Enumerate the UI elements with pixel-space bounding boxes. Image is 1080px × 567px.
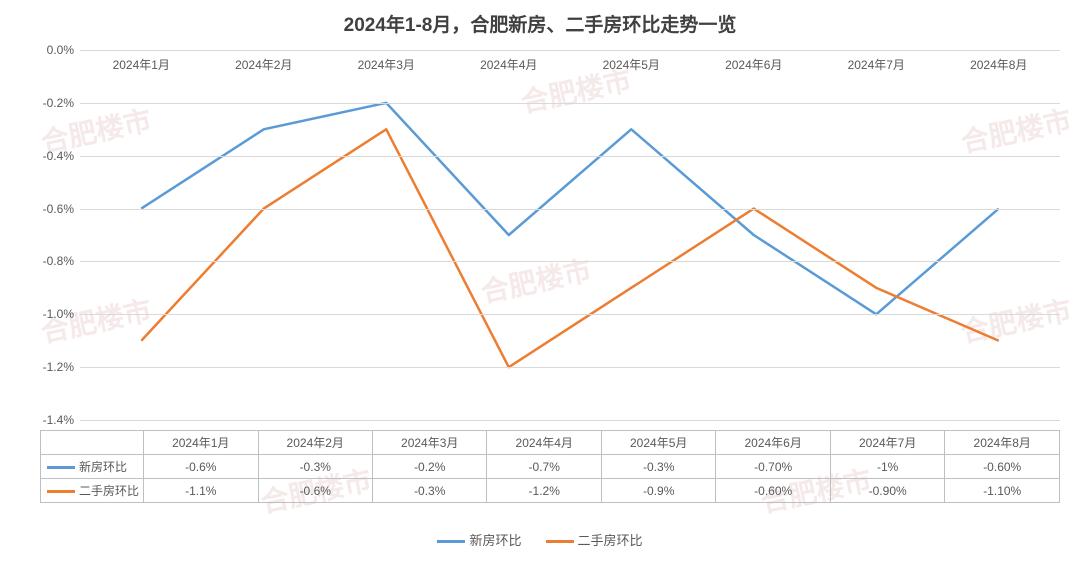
y-tick-label: -0.2% (43, 96, 80, 110)
gridline (80, 209, 1060, 210)
legend-label: 二手房环比 (578, 533, 643, 548)
x-tick-label: 2024年6月 (725, 56, 782, 73)
table-legend-cell: 二手房环比 (41, 479, 144, 503)
legend-item: 新房环比 (437, 530, 521, 549)
table-cell: -0.90% (830, 479, 944, 503)
table-header-cell: 2024年5月 (601, 431, 715, 455)
table-cell: -0.9% (601, 479, 715, 503)
plot-area: 0.0%-0.2%-0.4%-0.6%-0.8%-1.0%-1.2%-1.4%2… (80, 50, 1060, 420)
y-tick-label: -0.8% (43, 254, 80, 268)
table-header-cell: 2024年4月 (487, 431, 601, 455)
legend-swatch-icon (47, 490, 75, 493)
y-tick-label: -0.4% (43, 149, 80, 163)
table-cell: -1.10% (945, 479, 1060, 503)
gridline (80, 50, 1060, 51)
gridline (80, 261, 1060, 262)
legend-swatch-icon (437, 540, 465, 543)
table-header-cell: 2024年1月 (144, 431, 258, 455)
table-cell: -0.2% (372, 455, 486, 479)
series-name: 二手房环比 (79, 484, 139, 498)
table-cell: -1% (830, 455, 944, 479)
legend-swatch-icon (546, 540, 574, 543)
y-tick-label: -1.0% (43, 307, 80, 321)
chart-container: 合肥楼市 合肥楼市 合肥楼市 合肥楼市 合肥楼市 合肥楼市 合肥楼市 合肥楼市 … (0, 0, 1080, 567)
table-header-cell: 2024年7月 (830, 431, 944, 455)
table-header-cell: 2024年8月 (945, 431, 1060, 455)
gridline (80, 420, 1060, 421)
gridline (80, 314, 1060, 315)
table-legend-cell: 新房环比 (41, 455, 144, 479)
legend-label: 新房环比 (469, 533, 521, 548)
legend-swatch-icon (47, 466, 75, 469)
table-cell: -1.1% (144, 479, 258, 503)
table-cell: -0.60% (716, 479, 830, 503)
legend: 新房环比 二手房环比 (0, 530, 1080, 549)
y-tick-label: -1.2% (43, 360, 80, 374)
gridline (80, 367, 1060, 368)
legend-item: 二手房环比 (546, 530, 643, 549)
table-cell: -0.6% (144, 455, 258, 479)
x-tick-label: 2024年1月 (113, 56, 170, 73)
table-cell: -0.3% (601, 455, 715, 479)
data-table: 2024年1月2024年2月2024年3月2024年4月2024年5月2024年… (40, 430, 1060, 503)
table-cell: -1.2% (487, 479, 601, 503)
x-tick-label: 2024年3月 (358, 56, 415, 73)
table-header-cell: 2024年6月 (716, 431, 830, 455)
x-tick-label: 2024年4月 (480, 56, 537, 73)
table-corner-cell (41, 431, 144, 455)
table-row: 二手房环比 -1.1%-0.6%-0.3%-1.2%-0.9%-0.60%-0.9… (41, 479, 1060, 503)
table-header-cell: 2024年2月 (258, 431, 372, 455)
x-tick-label: 2024年2月 (235, 56, 292, 73)
table-cell: -0.3% (372, 479, 486, 503)
y-tick-label: -0.6% (43, 202, 80, 216)
table-row: 新房环比-0.6%-0.3%-0.2%-0.7%-0.3%-0.70%-1%-0… (41, 455, 1060, 479)
table-cell: -0.3% (258, 455, 372, 479)
x-tick-label: 2024年8月 (970, 56, 1027, 73)
series-line (141, 129, 999, 367)
x-tick-label: 2024年5月 (603, 56, 660, 73)
gridline (80, 103, 1060, 104)
gridline (80, 156, 1060, 157)
table-cell: -0.60% (945, 455, 1060, 479)
y-tick-label: 0.0% (47, 43, 80, 57)
chart-title: 2024年1-8月，合肥新房、二手房环比走势一览 (0, 10, 1080, 37)
chart-lines (80, 50, 1060, 420)
table-cell: -0.70% (716, 455, 830, 479)
series-name: 新房环比 (79, 460, 127, 474)
table-cell: -0.7% (487, 455, 601, 479)
x-tick-label: 2024年7月 (848, 56, 905, 73)
y-tick-label: -1.4% (43, 413, 80, 427)
table-cell: -0.6% (258, 479, 372, 503)
table-header-cell: 2024年3月 (372, 431, 486, 455)
